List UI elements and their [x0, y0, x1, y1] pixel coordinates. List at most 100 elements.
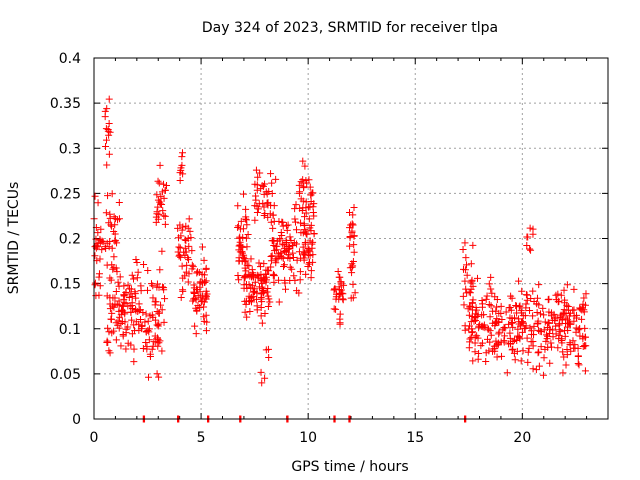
data-point: [241, 308, 249, 316]
data-point: [115, 199, 123, 207]
data-point: [151, 301, 159, 309]
data-point: [554, 290, 562, 298]
data-point: [527, 338, 535, 346]
data-point: [160, 212, 168, 220]
data-point: [114, 278, 122, 286]
data-point: [130, 358, 138, 366]
data-point: [235, 234, 243, 242]
data-point: [246, 271, 254, 279]
data-point: [200, 317, 208, 325]
data-point: [307, 221, 315, 229]
data-point: [115, 215, 123, 223]
data-point: [286, 255, 294, 262]
data-point: [235, 276, 243, 284]
data-point: [257, 303, 265, 311]
data-point: [300, 254, 308, 262]
data-point: [156, 161, 164, 169]
data-point: [578, 315, 586, 323]
data-point: [235, 257, 243, 265]
data-point: [253, 186, 261, 194]
data-point: [284, 221, 292, 229]
data-point: [252, 192, 260, 200]
data-point: [291, 276, 299, 284]
data-point: [544, 296, 552, 304]
data-point: [558, 336, 566, 344]
data-point: [563, 323, 571, 331]
data-point: [572, 324, 580, 332]
data-point: [250, 288, 258, 296]
data-point: [470, 317, 478, 325]
data-point: [558, 315, 566, 323]
data-point: [160, 194, 168, 202]
data-point: [299, 176, 307, 184]
data-point: [498, 352, 506, 360]
data-point: [508, 346, 516, 354]
data-point: [145, 373, 153, 381]
data-point: [459, 246, 467, 254]
data-point: [96, 282, 104, 290]
data-point: [272, 242, 280, 250]
data-point: [137, 282, 145, 290]
data-point: [347, 221, 355, 229]
data-point: [161, 212, 169, 220]
data-point: [102, 125, 110, 133]
data-point: [144, 317, 152, 325]
data-point: [188, 261, 196, 269]
data-point: [554, 298, 562, 306]
data-point: [296, 268, 304, 276]
data-point: [473, 312, 481, 320]
data-point: [475, 350, 483, 358]
data-point: [337, 286, 345, 294]
data-point: [562, 361, 570, 369]
data-point: [110, 303, 118, 311]
data-point: [158, 201, 166, 209]
data-point: [306, 237, 314, 245]
data-point: [176, 169, 184, 177]
data-point: [535, 348, 543, 356]
data-point: [102, 209, 110, 217]
data-point: [154, 322, 162, 330]
data-point: [549, 333, 557, 341]
data-point: [110, 227, 118, 235]
data-point: [181, 236, 189, 244]
data-point: [575, 361, 583, 369]
data-point: [485, 300, 493, 308]
data-point: [509, 345, 517, 353]
data-point: [270, 202, 278, 210]
data-point: [523, 242, 531, 250]
data-point: [267, 253, 275, 261]
data-point: [103, 337, 111, 345]
data-point: [520, 324, 528, 332]
data-point: [273, 255, 281, 263]
data-point: [156, 266, 164, 274]
data-point: [467, 334, 475, 342]
x-tick-label: 15: [406, 430, 424, 446]
data-point: [110, 327, 118, 335]
data-point: [105, 347, 113, 355]
data-point: [242, 213, 250, 221]
data-point: [307, 197, 315, 205]
data-point: [518, 328, 526, 336]
data-point: [486, 338, 494, 346]
data-point: [482, 358, 490, 366]
data-point: [155, 283, 163, 291]
data-point: [261, 374, 269, 382]
data-point: [253, 302, 261, 310]
data-point: [511, 356, 519, 364]
data-point: [120, 295, 128, 303]
data-point: [563, 351, 571, 359]
data-point: [535, 301, 543, 309]
data-point: [154, 177, 162, 185]
data-point: [200, 278, 208, 286]
data-point: [484, 325, 492, 333]
data-point: [126, 302, 134, 310]
data-point: [185, 242, 193, 250]
data-point: [495, 330, 503, 338]
data-point: [274, 250, 282, 258]
data-point: [115, 297, 123, 305]
data-point: [268, 252, 276, 260]
data-point: [580, 308, 588, 316]
data-point: [308, 240, 316, 248]
data-point: [579, 343, 587, 351]
data-point: [246, 308, 254, 316]
